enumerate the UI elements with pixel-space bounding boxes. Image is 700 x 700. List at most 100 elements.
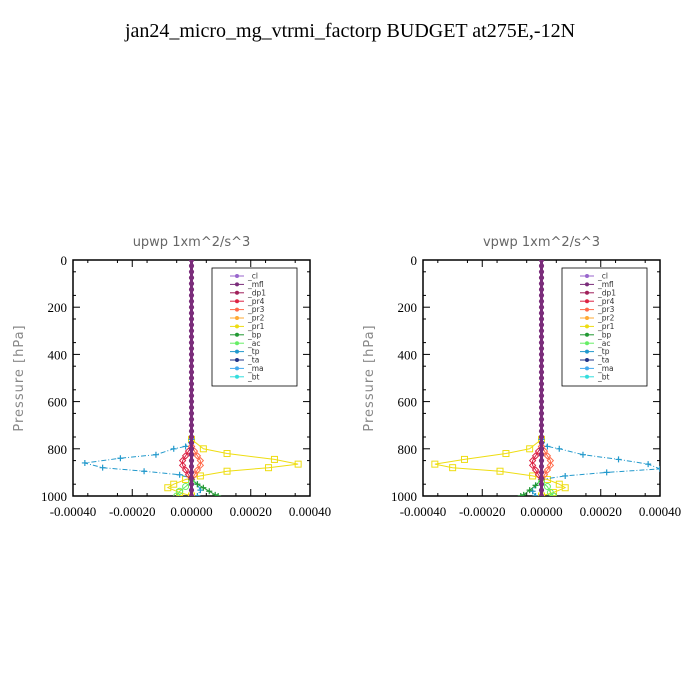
tp-point (615, 456, 622, 463)
legend-label: _bp (597, 330, 612, 339)
legend-label: _ta (247, 356, 259, 365)
legend-label: _dp1 (597, 288, 616, 297)
mfl-point (188, 393, 195, 399)
legend-box (211, 267, 298, 387)
pr1-point (294, 460, 302, 468)
mfl-point (538, 298, 545, 304)
mfl-point (188, 269, 195, 275)
legend-marker (585, 358, 589, 362)
legend-label: _ac (247, 339, 260, 348)
legend-marker (585, 307, 589, 312)
bp-point (194, 481, 201, 488)
y-axis-label: Pressure [hPa] (12, 324, 27, 431)
mfl-point (538, 463, 545, 470)
pr1-point (164, 484, 172, 492)
ac-point (549, 492, 557, 496)
legend-label: _pr4 (247, 297, 265, 306)
mfl-point (188, 452, 195, 458)
tp-point (529, 488, 536, 495)
y-tick-label: 0 (411, 253, 418, 268)
pr3-point (546, 461, 555, 470)
pr4-point (178, 461, 187, 470)
mfl-point (538, 275, 545, 281)
ac-point (182, 483, 190, 491)
pr4-point (181, 452, 190, 460)
mfl-point (538, 363, 545, 369)
mfl-point (538, 304, 545, 310)
mfl-point (188, 369, 195, 375)
pr4-point (178, 456, 187, 465)
mfl-point (188, 434, 195, 440)
bp-point (215, 493, 222, 496)
pr1-point (496, 467, 504, 475)
mfl-point (538, 322, 545, 328)
mfl-point (188, 334, 195, 340)
legend-marker (235, 374, 239, 379)
ac-point (173, 492, 181, 496)
legend-marker (585, 299, 589, 304)
pr1-point (270, 455, 278, 463)
pr1-point (561, 484, 569, 492)
legend-marker (585, 324, 589, 329)
pr3-point (543, 466, 552, 474)
mfl-point (538, 281, 545, 287)
mfl-point (188, 345, 195, 352)
mfl-point (188, 328, 195, 334)
legend-marker (585, 349, 589, 354)
pr1-point (460, 455, 468, 463)
pr1-point (431, 460, 439, 468)
legend-label: _ma (597, 364, 614, 373)
mfl-point (538, 260, 545, 263)
bp-point (200, 484, 207, 491)
tp-point (532, 493, 539, 496)
mfl-point (188, 340, 195, 346)
bp-point (532, 482, 539, 489)
y-tick-label: 200 (48, 300, 68, 315)
plot-area (81, 260, 302, 496)
mfl-point (538, 410, 545, 416)
bp-point (520, 491, 527, 496)
x-tick-label: -0.00020 (109, 504, 156, 519)
mfl-point (538, 487, 545, 493)
legend-marker (235, 341, 239, 346)
pr1-point (223, 467, 231, 475)
legend: _cl_mfl_dp1_pr4_pr3_pr2_pr1_bp_ac_tp_ta_… (211, 267, 298, 387)
legend-marker (235, 324, 239, 329)
mfl-point (538, 422, 545, 428)
mfl-point (188, 381, 195, 387)
legend-label: _pr1 (247, 322, 265, 331)
pr1-point (502, 450, 510, 458)
mfl-point (188, 387, 195, 393)
mfl-point (188, 292, 195, 298)
legend-label: _bp (247, 330, 262, 339)
bp-point (212, 491, 219, 496)
mfl-point (188, 275, 195, 281)
mfl-point (188, 263, 195, 269)
mfl-point (538, 340, 545, 346)
x-tick-label: 0.00040 (289, 504, 331, 519)
legend-box (561, 267, 648, 387)
legend-label: _dp1 (247, 288, 266, 297)
pr3-point (196, 461, 205, 470)
mfl-point (538, 458, 545, 464)
x-tick-label: 0.00000 (170, 504, 212, 519)
mfl-point (188, 458, 195, 464)
y-tick-label: 1000 (391, 489, 417, 504)
ac-point (543, 483, 551, 491)
tp-point (182, 443, 189, 450)
legend-label: _mfl (597, 280, 614, 289)
mfl-point (538, 369, 545, 375)
legend-marker (235, 316, 239, 320)
pr1-point (196, 472, 204, 480)
tp-point (176, 471, 183, 478)
legend-label: _cl (247, 272, 258, 281)
pr1-point (170, 480, 178, 488)
legend-marker (235, 332, 239, 337)
mfl-point (538, 416, 545, 422)
mfl-point (188, 487, 195, 493)
mfl-point (188, 322, 195, 328)
mfl-point (188, 422, 195, 428)
mfl-point (188, 357, 195, 363)
mfl-point (538, 440, 545, 446)
legend-marker (235, 299, 239, 304)
